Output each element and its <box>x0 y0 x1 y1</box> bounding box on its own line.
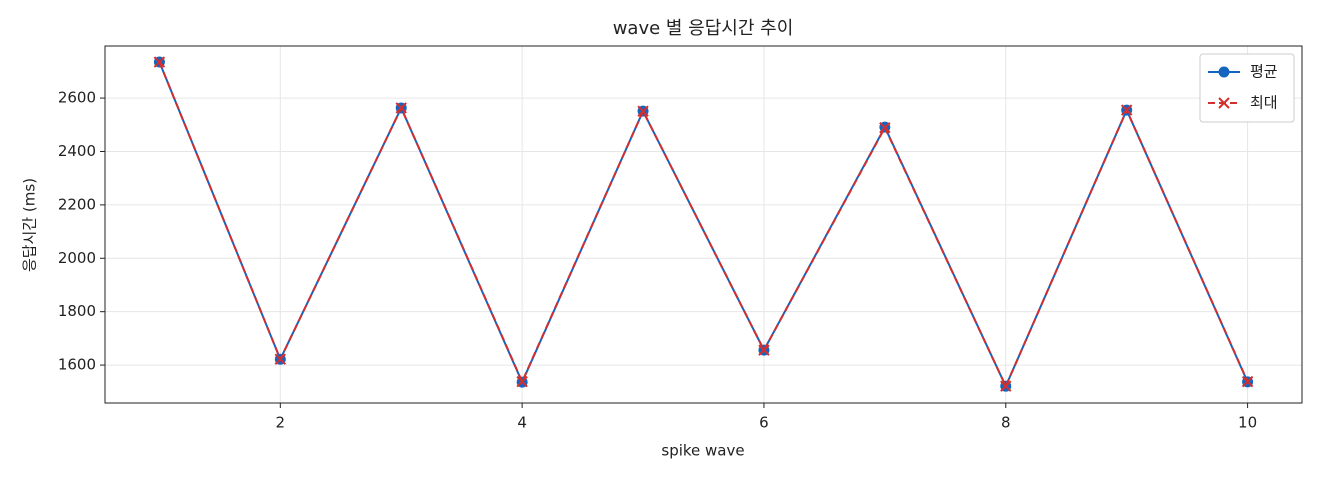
x-tick-label: 4 <box>517 414 527 432</box>
x-tick-label: 8 <box>1001 414 1011 432</box>
series-line <box>158 61 1249 389</box>
legend-label: 평균 <box>1250 63 1278 81</box>
x-axis-label: spike wave <box>661 442 744 460</box>
marker <box>153 56 166 68</box>
marker <box>395 102 407 114</box>
x-tick-label: 6 <box>759 414 769 432</box>
marker <box>1241 375 1254 388</box>
y-tick-label: 1800 <box>58 302 96 320</box>
y-tick-label: 2000 <box>58 249 96 267</box>
legend-marker <box>1218 97 1230 109</box>
x-tick-label: 2 <box>276 414 286 432</box>
marker <box>1120 104 1133 116</box>
chart-title: wave 별 응답시간 추이 <box>613 18 794 39</box>
y-tick-label: 2400 <box>58 142 96 160</box>
marker <box>637 105 649 117</box>
legend-marker <box>1218 66 1230 78</box>
marker <box>758 344 770 356</box>
marker <box>274 353 287 365</box>
y-tick-label: 1600 <box>58 356 96 374</box>
marker <box>1000 380 1012 392</box>
marker <box>516 375 528 388</box>
plot-frame <box>104 45 1303 404</box>
marker <box>879 121 891 134</box>
legend-box <box>1199 53 1295 123</box>
y-tick-label: 2200 <box>58 195 96 213</box>
series-line <box>158 61 1249 389</box>
legend-label: 최대 <box>1250 94 1278 112</box>
y-tick-label: 2600 <box>58 89 96 107</box>
y-axis-label: 응답시간 (ms) <box>21 178 39 272</box>
x-tick-label: 10 <box>1238 414 1257 432</box>
